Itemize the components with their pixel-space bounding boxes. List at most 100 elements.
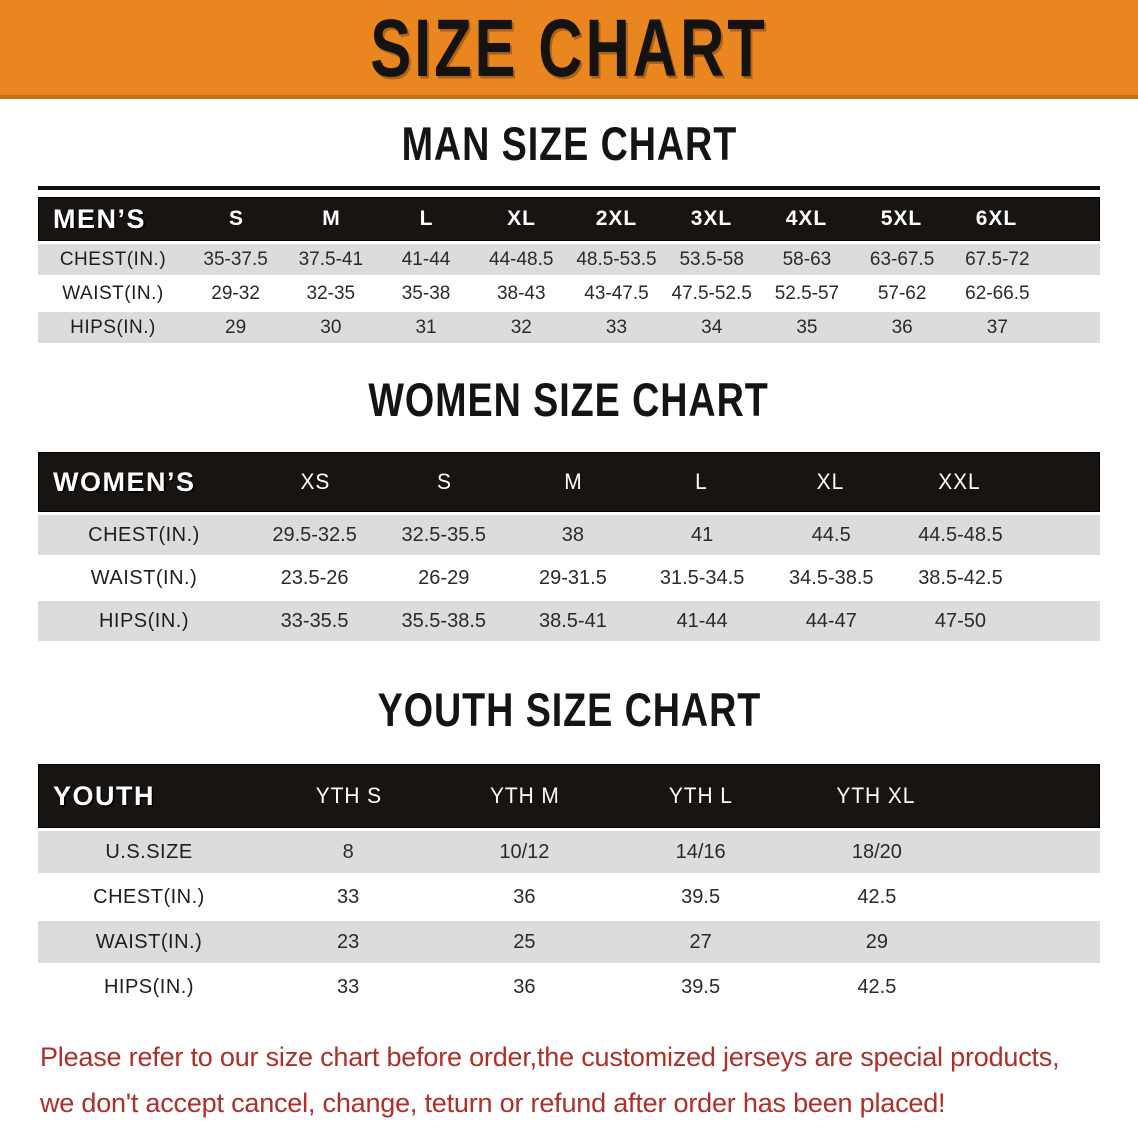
size-column-header: 4XL [785,207,828,230]
youth-section-heading: YOUTH SIZE CHART [0,683,1138,736]
size-value: 37 [986,316,1008,338]
size-value: 26-29 [418,566,470,589]
size-column-header: YTH M [489,783,560,808]
size-column-header: YTH XL [836,783,916,808]
table-row: HIPS(IN.) 33-35.5 35.5-38.5 38.5-41 41-44 44-… [38,601,1100,641]
size-value: 25 [513,930,536,953]
row-label: WAIST(IN.) [62,282,164,304]
size-value: 35.5-38.5 [401,609,487,632]
size-column-header: 3XL [690,207,733,230]
disclaimer-line-2: we don't accept cancel, change, teturn o… [40,1088,946,1118]
disclaimer-line-1: Please refer to our size chart before or… [40,1042,1060,1072]
size-value: 42.5 [857,975,897,998]
size-value: 38-43 [496,282,546,304]
size-value: 48.5-53.5 [576,248,657,270]
table-row: CHEST(IN.) 35-37.5 37.5-41 41-44 44-48.5 48.5… [38,244,1100,275]
table-top-rule [38,186,1100,190]
size-value: 67.5-72 [965,248,1030,270]
size-value: 35-37.5 [203,248,268,270]
row-label: CHEST(IN.) [59,248,167,270]
size-column-header: XXL [938,469,981,494]
size-value: 34 [701,316,723,338]
table-row: CHEST(IN.) 33 36 39.5 42.5 [38,876,1100,918]
size-column-header: 2XL [595,207,638,230]
men-section-heading-text: MAN SIZE CHART [401,117,737,171]
size-value: 33 [337,885,360,908]
size-value: 23 [337,930,360,953]
size-column-header: XL [816,469,845,494]
size-value: 63-67.5 [869,248,935,270]
size-column-header: 5XL [880,207,923,230]
row-label: WAIST(IN.) [90,566,198,589]
size-value: 44-47 [805,609,857,632]
youth-section-heading-text: YOUTH SIZE CHART [377,683,761,737]
youth-size-table: YOUTH YTH S YTH M YTH L YTH XL U.S.SIZE 8 10/12… [38,764,1100,1008]
size-value: 38.5-41 [539,609,607,632]
size-value: 27 [689,930,712,953]
size-value: 29 [225,316,247,338]
table-row: HIPS(IN.) 33 36 39.5 42.5 [38,966,1100,1008]
size-value: 36 [513,975,536,998]
size-column-header: YTH L [668,783,733,808]
size-value: 41-44 [401,248,451,270]
size-value: 36 [513,885,536,908]
table-corner-label: YOUTH [53,780,155,811]
size-column-header: L [695,469,709,494]
table-row: CHEST(IN.) 29.5-32.5 32.5-35.5 38 41 44.5 44.5… [38,515,1100,555]
size-value: 30 [320,316,342,338]
size-value: 47.5-52.5 [671,282,752,304]
table-row: HIPS(IN.) 29 30 31 32 33 34 35 36 37 [38,312,1100,343]
table-row: U.S.SIZE 8 10/12 14/16 18/20 [38,831,1100,873]
row-label: HIPS(IN.) [103,975,195,998]
table-header-bar: MEN’S S M L XL 2XL 3XL 4XL 5XL 6XL [38,197,1100,241]
order-disclaimer: Please refer to our size chart before or… [40,1034,1098,1126]
size-value: 36 [891,316,913,338]
size-value: 57-62 [877,282,927,304]
size-value: 31 [415,316,437,338]
women-size-section: WOMEN SIZE CHART WOMEN’S XS S M L XL XXL CHEST(… [0,373,1138,641]
size-value: 33-35.5 [280,609,349,632]
size-column-header: M [563,469,583,494]
table-row: WAIST(IN.) 23 25 27 29 [38,921,1100,963]
size-value: 8 [342,840,354,863]
table-row: WAIST(IN.) 29-32 32-35 35-38 38-43 43-47.5 47.… [38,278,1100,309]
size-value: 53.5-58 [679,248,744,270]
size-value: 52.5-57 [774,282,840,304]
youth-size-section: YOUTH SIZE CHART YOUTH YTH S YTH M YTH L YTH… [0,683,1138,1008]
size-value: 35 [796,316,818,338]
banner: SIZE CHART [0,0,1138,99]
size-value: 38.5-42.5 [918,566,1003,589]
size-value: 44.5-48.5 [918,523,1003,546]
size-value: 10/12 [499,840,550,863]
size-value: 14/16 [675,840,726,863]
size-value: 35-38 [401,282,451,304]
size-value: 44.5 [811,523,851,546]
size-value: 29-32 [211,282,260,304]
row-label: HIPS(IN.) [70,316,156,338]
size-value: 47-50 [934,609,987,632]
table-header-bar: YOUTH YTH S YTH M YTH L YTH XL [38,764,1100,828]
size-value: 44-48.5 [489,248,554,270]
size-value: 29 [865,930,888,953]
table-row: WAIST(IN.) 23.5-26 26-29 29-31.5 31.5-34.5 34… [38,558,1100,598]
size-value: 32-35 [306,282,356,304]
size-value: 39.5 [681,975,721,998]
size-value: 33 [605,316,628,338]
row-label: CHEST(IN.) [88,523,200,546]
size-value: 38 [561,523,585,546]
table-corner-label: MEN’S [53,203,147,234]
women-section-heading: WOMEN SIZE CHART [0,373,1138,426]
size-column-header: L [419,207,434,230]
women-size-table: WOMEN’S XS S M L XL XXL CHEST(IN.) 29.5-32.5 32.5… [38,452,1100,641]
size-value: 43-47.5 [584,282,649,304]
page-title: SIZE CHART [370,1,768,94]
size-value: 37.5-41 [298,248,364,270]
size-column-header: XS [300,469,331,494]
size-value: 58-63 [782,248,832,270]
men-size-table: MEN’S S M L XL 2XL 3XL 4XL 5XL 6XL CHEST(IN.) 35-37… [38,186,1100,343]
size-value: 33 [337,975,360,998]
row-label: CHEST(IN.) [93,885,205,908]
size-value: 42.5 [857,885,897,908]
size-column-header: XL [507,207,536,230]
